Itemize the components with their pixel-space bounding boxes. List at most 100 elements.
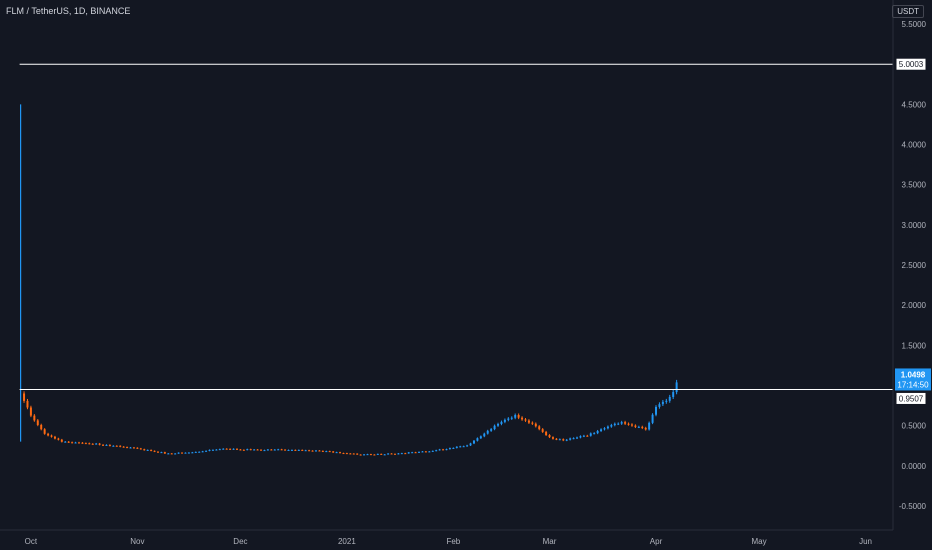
currency-button[interactable]: USDT [892,5,924,18]
time-axis[interactable]: Oct Nov Dec 2021 Feb Mar Apr May Jun [25,537,872,546]
candle-body [136,447,139,449]
candle-body [74,442,77,444]
x-tick-label: Apr [650,537,663,546]
candle-body [606,426,609,429]
candle-body [466,445,469,447]
current-price-label: 1.0498 [901,370,926,379]
candle-body [387,453,390,455]
candle-body [119,445,122,447]
candle-body [335,452,338,454]
y-tick-label: 2.0000 [902,301,927,310]
candle-body [287,449,290,451]
candle-body [648,422,651,430]
candle-body [67,441,70,443]
candle-body [308,450,311,452]
candle-body [222,448,225,450]
candle-body [400,453,403,455]
candle-body [627,423,630,425]
candle-body [411,452,414,454]
candle-body [177,452,180,454]
x-tick-label: Mar [543,537,557,546]
price-axis[interactable]: 5.5000 4.5000 4.0000 3.5000 3.0000 2.5000 2.00… [899,20,927,511]
candle-body [596,431,599,434]
candle-body [253,449,256,451]
candle-body [57,438,60,440]
candle-body [421,451,424,453]
candle-body [668,396,671,401]
x-tick-label: Nov [130,537,144,546]
candle-body [36,420,39,425]
candle-body [651,414,654,423]
candle-body [280,449,283,451]
candle-body [637,426,640,428]
candle-body [304,450,307,452]
candle-body [26,400,29,408]
y-tick-label: 3.0000 [902,221,927,230]
candle-body [555,438,558,440]
candle-body [273,449,276,451]
candle-body [435,450,438,452]
candle-body [356,453,359,455]
candle-body [548,435,551,438]
candle-body [277,449,280,451]
countdown-timer: 17:14:50 [897,380,929,389]
candle-body [431,450,434,452]
candle-body [503,419,506,422]
candle-body [380,453,383,455]
candle-body [270,449,273,451]
candle-body [249,449,252,451]
candle-body [246,449,249,451]
candle-body [181,452,184,454]
candle-body [242,449,245,451]
candle-body [514,415,517,418]
candle-body [534,423,537,427]
candle-body [675,382,678,393]
current-price-box [895,368,931,391]
candle-body [284,449,287,451]
candle-body [579,436,582,438]
candle-body [524,419,527,421]
candle-body [88,443,91,445]
candle-body [572,438,575,440]
candle-body [71,442,74,444]
candle-body [328,451,331,453]
candle-body [500,421,503,424]
candle-body [582,435,585,437]
candle-body [586,435,589,437]
horizontal-lines-layer [19,63,893,390]
candle-body [624,422,627,424]
candle-body [98,443,101,445]
x-tick-label: May [751,537,766,546]
candle-body [589,433,592,436]
candle-body [239,449,242,451]
candle-body [29,407,32,416]
hline-price-label-box [895,391,927,405]
candle-body [112,445,115,447]
candle-body [565,439,568,441]
candle-body [84,443,87,445]
y-tick-label: 3.5000 [902,181,927,190]
candle-body [493,425,496,430]
x-tick-label: Dec [233,537,247,546]
candle-body [613,423,616,426]
candle-body [156,451,159,453]
candle-body [455,446,458,448]
candle-body [318,450,321,452]
candle-body [424,451,427,453]
candle-body [160,452,163,454]
candle-body [174,453,177,455]
candle-body [184,452,187,454]
candle-body [146,449,149,451]
candle-body [143,449,146,451]
candle-body [325,451,328,453]
candle-body [479,436,482,439]
candle-body [229,448,232,450]
hline-price-label-box [895,57,927,71]
candle-body [472,440,475,444]
candle-body [311,450,314,452]
candle-body [167,453,170,455]
candle-body [290,449,293,451]
y-tick-label: -0.5000 [899,502,927,511]
candle-body [225,448,228,450]
